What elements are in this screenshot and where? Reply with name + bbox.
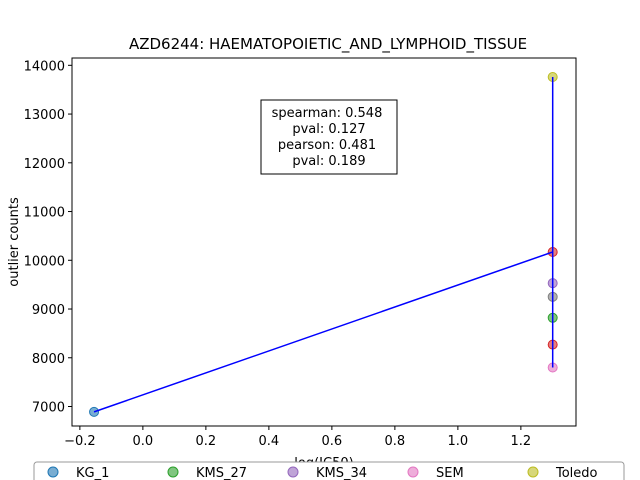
- legend: KG_1 KMS_27 KMS_34 SEM Toledo: [33, 461, 625, 480]
- legend-marker: [407, 466, 419, 478]
- legend-marker: [167, 466, 179, 478]
- x-axis: −0.2 0.0 0.2 0.4 0.6 0.8 1.0 1.2: [64, 426, 531, 449]
- fit-line: [93, 77, 554, 413]
- y-tick-label: 9000: [32, 303, 65, 318]
- legend-label: KG_1: [76, 466, 109, 480]
- y-axis: 7000 8000 9000 10000 11000 12000 13000 14000: [24, 59, 72, 416]
- y-tick-label: 8000: [32, 352, 65, 367]
- chart-title: AZD6244: HAEMATOPOIETIC_AND_LYMPHOID_TIS…: [129, 35, 527, 54]
- y-tick-label: 12000: [24, 157, 65, 172]
- stats-pearson: pearson: 0.481: [278, 138, 376, 153]
- legend-label: Toledo: [555, 466, 598, 480]
- y-axis-label: outlier counts: [7, 197, 22, 287]
- stats-box: spearman: 0.548 pval: 0.127 pearson: 0.4…: [260, 99, 398, 175]
- x-tick-label: 1.0: [448, 434, 469, 449]
- y-tick-label: 13000: [24, 108, 65, 123]
- stats-pearson-pval: pval: 0.189: [292, 154, 365, 169]
- legend-marker: [527, 466, 539, 478]
- legend-marker: [287, 466, 299, 478]
- stats-spearman-pval: pval: 0.127: [292, 122, 365, 137]
- y-tick-label: 10000: [24, 254, 65, 269]
- x-tick-label: 1.2: [511, 434, 532, 449]
- legend-marker: [47, 466, 59, 478]
- x-tick-label: 0.0: [133, 434, 154, 449]
- x-tick-label: 0.2: [196, 434, 217, 449]
- y-tick-label: 7000: [32, 401, 65, 416]
- x-tick-label: −0.2: [64, 434, 96, 449]
- x-tick-label: 0.8: [385, 434, 406, 449]
- legend-label: KMS_27: [196, 466, 247, 480]
- y-tick-label: 14000: [24, 59, 65, 74]
- legend-label: SEM: [436, 466, 464, 480]
- stats-spearman: spearman: 0.548: [272, 106, 383, 121]
- y-tick-label: 11000: [24, 206, 65, 221]
- x-tick-label: 0.6: [322, 434, 343, 449]
- legend-label: KMS_34: [316, 466, 367, 480]
- x-tick-label: 0.4: [259, 434, 280, 449]
